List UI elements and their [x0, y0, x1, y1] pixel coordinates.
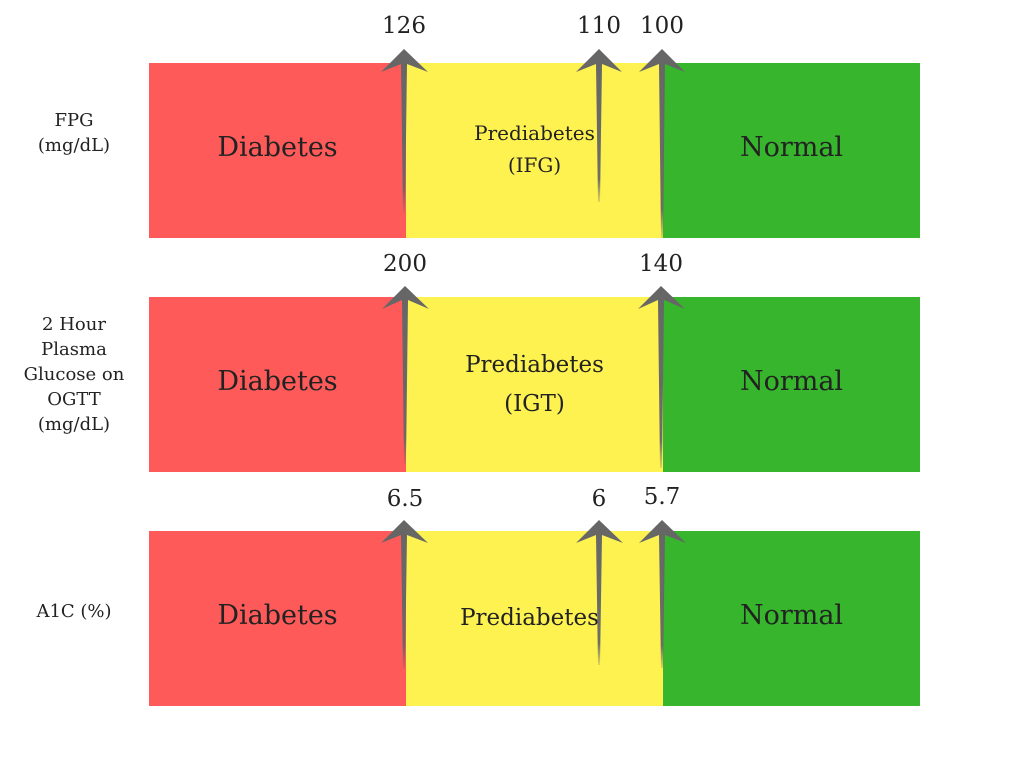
threshold-value: 6.5	[386, 486, 424, 512]
segment-diabetes: Diabetes	[149, 63, 406, 238]
segment-normal: Normal	[663, 297, 920, 472]
row-label-line: (mg/dL)	[37, 414, 111, 435]
threshold-value: 5.7	[643, 484, 681, 510]
segment-label: (IFG)	[507, 153, 562, 177]
segment-label: Normal	[739, 132, 844, 163]
segment-prediabetes: Prediabetes	[406, 531, 663, 706]
row-label-line: Glucose on	[23, 364, 125, 385]
threshold-value: 200	[383, 251, 427, 277]
segment-label: (IGT)	[504, 391, 565, 417]
threshold-value: 140	[639, 251, 683, 277]
row-label-a1c: A1C (%)	[0, 599, 148, 624]
segment-label: Normal	[739, 600, 844, 631]
row-label-line: OGTT	[47, 389, 101, 410]
row-label-line: A1C (%)	[36, 601, 112, 622]
segment-label: Prediabetes	[474, 121, 595, 145]
segment-label: Normal	[739, 366, 844, 397]
segment-prediabetes: Prediabetes (IGT)	[406, 297, 663, 472]
row-label-line: 2 Hour	[42, 314, 106, 335]
segment-label: Prediabetes	[465, 352, 604, 378]
segment-diabetes: Diabetes	[149, 531, 406, 706]
segment-label: Diabetes	[217, 600, 338, 631]
row-label-line: FPG	[54, 110, 94, 131]
band-ogtt: Diabetes Prediabetes (IGT) Normal	[149, 297, 920, 472]
segment-normal: Normal	[663, 531, 920, 706]
segment-normal: Normal	[663, 63, 920, 238]
segment-label: Prediabetes	[460, 605, 599, 631]
band-fpg: Diabetes Prediabetes (IFG) Normal	[149, 63, 920, 238]
row-label-line: Plasma	[41, 339, 107, 360]
row-label-ogtt: 2 Hour Plasma Glucose on OGTT (mg/dL)	[0, 312, 148, 437]
row-label-line: (mg/dL)	[37, 135, 111, 156]
band-a1c: Diabetes Prediabetes Normal	[149, 531, 920, 706]
segment-label: Diabetes	[217, 132, 338, 163]
row-label-fpg: FPG (mg/dL)	[0, 108, 148, 158]
segment-prediabetes: Prediabetes (IFG)	[406, 63, 663, 238]
threshold-value: 110	[577, 13, 621, 39]
segment-label: Diabetes	[217, 366, 338, 397]
threshold-value: 100	[640, 13, 684, 39]
segment-diabetes: Diabetes	[149, 297, 406, 472]
threshold-value: 126	[382, 13, 426, 39]
threshold-value: 6	[591, 486, 607, 512]
